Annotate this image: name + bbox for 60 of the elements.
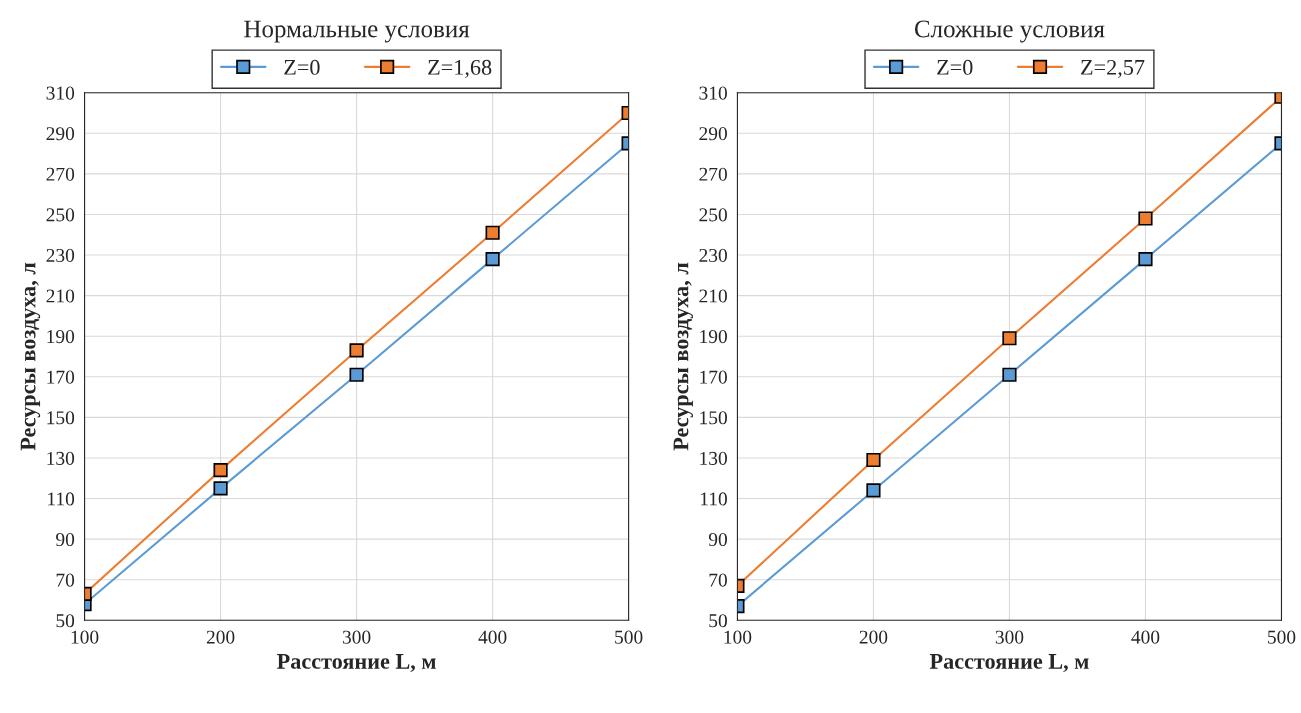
point [349, 343, 364, 358]
y-tick-label: 130 [47, 451, 75, 465]
y-tick-label: 150 [47, 411, 75, 425]
x-axis-title: Расстояние L, м [929, 654, 1089, 673]
y-tick-label: 170 [700, 370, 727, 384]
y-tick-label: 110 [700, 492, 727, 506]
x-axis-title: Расстояние L, м [277, 654, 436, 673]
point [1138, 211, 1153, 226]
x-tick-label: 200 [206, 630, 235, 644]
chart-title: Сложные условия [914, 20, 1105, 43]
x-tick-label: 500 [1268, 630, 1296, 644]
x-tick-label: 200 [859, 630, 888, 644]
y-tick-label: 310 [699, 86, 727, 100]
legend-label: Z=2,57 [1081, 59, 1145, 79]
y-tick-label: 190 [47, 330, 75, 344]
y-tick-label: 50 [56, 614, 75, 628]
chart-title: Нормальные условия [244, 20, 470, 43]
point [1002, 367, 1017, 382]
x-tick-label: 100 [71, 630, 99, 644]
y-tick-label: 170 [47, 370, 75, 384]
y-tick-label: 250 [46, 208, 75, 222]
legend-label: Z=0 [937, 59, 973, 75]
x-tick-label: 300 [342, 630, 371, 644]
x-tick-label: 500 [615, 630, 643, 644]
y-tick-label: 70 [56, 573, 75, 587]
y-tick-label: 150 [700, 411, 727, 425]
x-tick-label: 400 [478, 630, 507, 644]
y-tick-label: 270 [46, 167, 75, 181]
y-tick-label: 270 [699, 167, 727, 181]
y-tick-label: 70 [709, 573, 727, 587]
point [485, 252, 500, 267]
y-tick-label: 130 [700, 451, 727, 465]
point [866, 483, 881, 498]
y-tick-label: 250 [699, 208, 727, 222]
y-tick-label: 230 [699, 248, 727, 262]
y-tick-label: 110 [48, 492, 75, 506]
x-tick-label: 400 [1131, 630, 1160, 644]
y-tick-label: 90 [56, 532, 75, 547]
y-tick-label: 50 [709, 614, 727, 628]
y-tick-label: 190 [700, 330, 727, 344]
y-tick-label: 210 [46, 289, 75, 303]
y-axis-title: Ресурсы воздуха, л [20, 262, 41, 451]
y-tick-label: 90 [708, 532, 727, 547]
point [1138, 252, 1153, 267]
point [349, 367, 364, 382]
point [866, 452, 881, 468]
y-tick-label: 210 [699, 289, 727, 303]
point [213, 481, 228, 496]
legend-label: Z=1,68 [428, 59, 492, 79]
point [213, 463, 228, 478]
y-tick-label: 290 [699, 127, 727, 141]
x-tick-label: 100 [724, 630, 752, 644]
x-tick-label: 300 [995, 630, 1024, 644]
y-tick-label: 230 [46, 248, 75, 262]
y-axis-title: Ресурсы воздуха, л [673, 262, 693, 451]
y-tick-label: 310 [46, 86, 75, 100]
point [485, 225, 500, 240]
legend-label: Z=0 [284, 59, 320, 75]
point [1002, 331, 1017, 346]
y-tick-label: 290 [46, 127, 75, 141]
